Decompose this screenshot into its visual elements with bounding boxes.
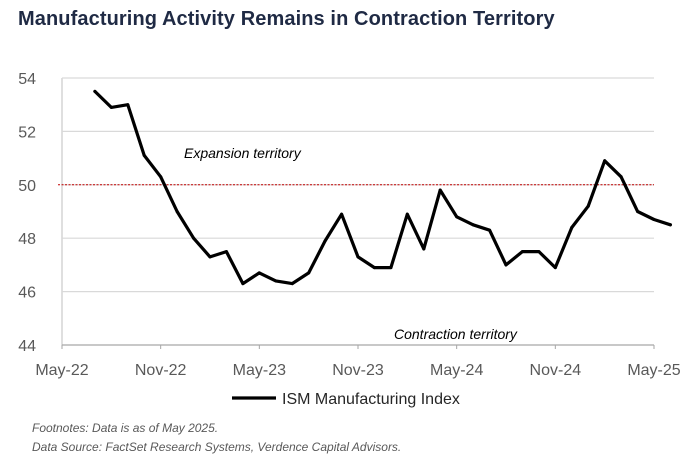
chart-title: Manufacturing Activity Remains in Contra… xyxy=(18,8,555,30)
data-point xyxy=(422,247,426,251)
data-point xyxy=(192,236,196,240)
x-tick-label: Nov-22 xyxy=(135,362,187,379)
data-point xyxy=(586,204,590,208)
data-point xyxy=(668,223,672,227)
data-point xyxy=(520,250,524,254)
data-point xyxy=(570,226,574,229)
data-point xyxy=(455,215,459,219)
data-point xyxy=(504,263,508,267)
data-point xyxy=(356,255,360,259)
data-point xyxy=(471,223,475,227)
data-point xyxy=(175,210,179,213)
data-point xyxy=(603,159,607,163)
data-point xyxy=(257,271,261,275)
legend: ISM Manufacturing Index xyxy=(232,391,460,408)
data-point xyxy=(537,250,541,254)
data-point xyxy=(636,210,640,213)
y-axis-ticks: 44 46 48 50 52 54 xyxy=(18,71,36,355)
data-point xyxy=(372,266,376,270)
data-point xyxy=(290,282,294,286)
y-tick-label: 54 xyxy=(18,71,36,88)
y-tick-label: 52 xyxy=(18,124,36,141)
data-point xyxy=(438,188,442,192)
data-point xyxy=(159,175,163,179)
annotation-expansion: Expansion territory xyxy=(184,145,302,161)
annotation-contraction: Contraction territory xyxy=(394,326,518,342)
footnote: Footnotes: Data is as of May 2025. xyxy=(32,421,219,435)
data-point xyxy=(340,212,344,216)
data-point xyxy=(652,218,656,221)
data-point xyxy=(619,175,623,179)
gridlines xyxy=(61,77,654,346)
x-axis-ticks: May-22 Nov-22 May-23 Nov-23 May-24 Nov-24 May-… xyxy=(35,345,681,379)
data-point xyxy=(142,153,146,157)
y-tick-label: 50 xyxy=(18,178,36,195)
data-point xyxy=(126,103,130,107)
y-tick-label: 46 xyxy=(18,285,36,302)
legend-label: ISM Manufacturing Index xyxy=(282,391,460,408)
data-point xyxy=(224,250,228,254)
data-point xyxy=(405,212,409,216)
data-point xyxy=(109,105,113,109)
x-tick-label: May-23 xyxy=(233,362,286,379)
x-tick-label: May-25 xyxy=(627,362,680,379)
y-tick-label: 48 xyxy=(18,231,36,248)
data-point xyxy=(241,282,245,286)
y-tick-label: 44 xyxy=(18,338,36,355)
x-tick-label: May-22 xyxy=(35,362,88,379)
series-layer xyxy=(93,89,672,286)
data-point xyxy=(553,266,557,270)
data-point xyxy=(274,279,278,283)
data-point xyxy=(323,239,327,243)
data-point xyxy=(389,266,393,270)
data-point xyxy=(208,255,212,259)
data-point xyxy=(488,228,492,232)
x-tick-label: Nov-23 xyxy=(332,362,384,379)
data-point xyxy=(307,271,311,275)
series-line-0 xyxy=(93,89,672,286)
x-tick-label: May-24 xyxy=(430,362,483,379)
data-source-note: Data Source: FactSet Research Systems, V… xyxy=(32,440,402,454)
x-tick-label: Nov-24 xyxy=(530,362,582,379)
data-point xyxy=(93,89,97,93)
